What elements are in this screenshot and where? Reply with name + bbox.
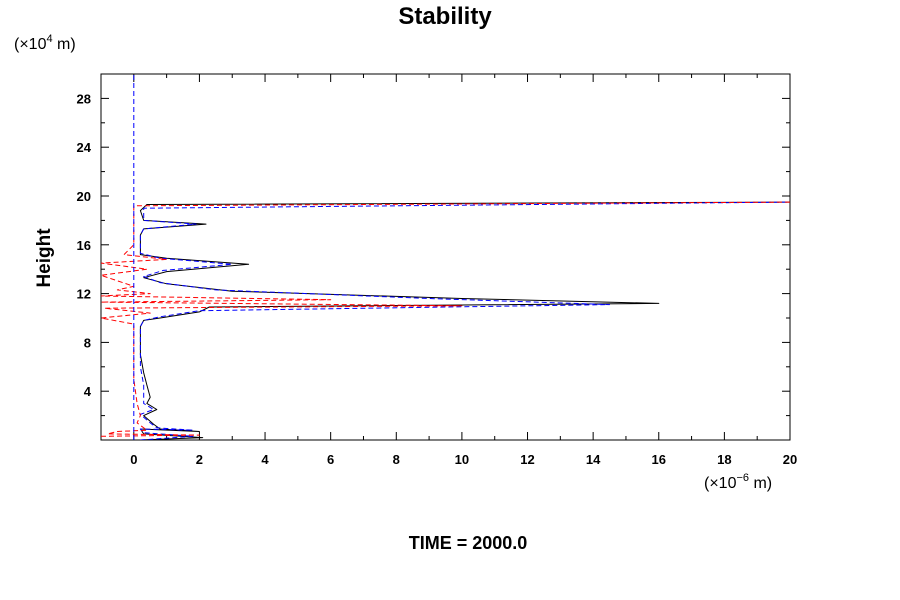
x-unit-suffix: m)	[749, 475, 772, 492]
chart-title: Stability	[398, 3, 492, 30]
x-tick-label: 8	[393, 452, 400, 467]
x-unit-exp: −6	[736, 472, 749, 484]
x-tick-label: 20	[783, 452, 797, 467]
y-tick-label: 8	[84, 335, 91, 350]
y-tick-label: 12	[77, 287, 91, 302]
y-tick-label: 20	[77, 189, 91, 204]
x-tick-label: 6	[327, 452, 334, 467]
plot-frame	[100, 73, 791, 441]
y-unit-label: (×104 m)	[14, 33, 76, 53]
series-line-1	[139, 201, 790, 440]
series-line-3	[101, 201, 790, 437]
y-unit-exp: 4	[46, 33, 52, 45]
y-tick-label: 28	[77, 91, 91, 106]
y-unit-prefix: (×10	[14, 36, 47, 53]
x-tick-label: 12	[520, 452, 534, 467]
x-tick-label: 2	[196, 452, 203, 467]
y-axis-label: Height	[34, 228, 55, 288]
x-unit-prefix: (×10	[704, 475, 737, 492]
x-tick-label: 18	[717, 452, 731, 467]
x-tick-label: 4	[261, 452, 269, 467]
x-unit-label: (×10−6 m)	[704, 472, 772, 492]
y-unit-suffix: m)	[53, 36, 76, 53]
x-tick-label: 16	[652, 452, 666, 467]
y-tick-label: 24	[77, 140, 92, 155]
series-line-2	[139, 201, 790, 440]
time-footer: TIME = 2000.0	[409, 533, 528, 553]
x-tick-label: 10	[455, 452, 469, 467]
x-tick-label: 14	[586, 452, 601, 467]
y-tick-label: 16	[77, 238, 91, 253]
x-tick-label: 0	[130, 452, 137, 467]
y-tick-label: 4	[84, 384, 92, 399]
series-group	[101, 74, 790, 440]
